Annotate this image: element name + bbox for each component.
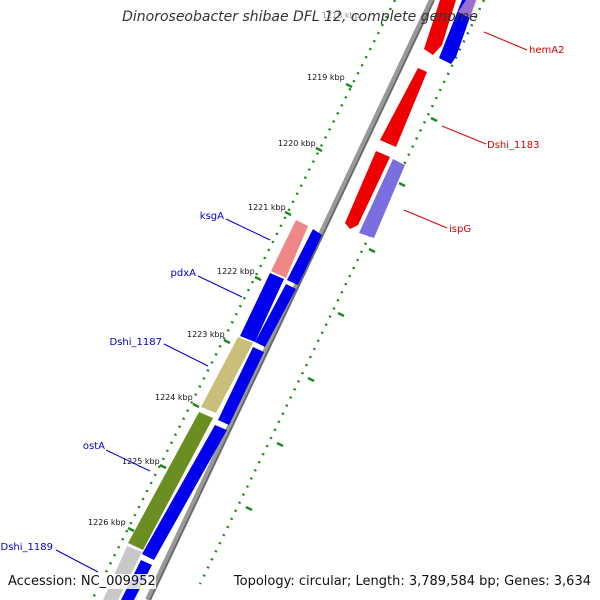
gene-forward[interactable] [345,151,390,229]
gene-label-pdxA[interactable]: pdxA [171,268,197,279]
inner-tick-ring [90,0,397,600]
leader-line [55,549,99,573]
gene-Dshi_1183[interactable] [380,68,427,147]
gene-reverse[interactable] [142,425,227,560]
kbp-tick-label: 1226 kbp [88,518,126,527]
leader-line [403,209,448,229]
gene-ispG[interactable] [359,159,405,238]
gene-reverse[interactable] [287,229,322,285]
gene-label-ksgA[interactable]: ksgA [200,211,224,222]
leader-line [483,31,528,51]
kbp-tick-label: 1221 kbp [248,203,286,212]
gene-label-Dshi_1183[interactable]: Dshi_1183 [487,140,539,151]
map-title: Dinoroseobacter shibae DFL 12, complete … [122,9,478,25]
gene-pdxA[interactable] [240,273,284,342]
leader-line [225,218,271,241]
kbp-tick-label: 1225 kbp [122,457,160,466]
gene-Dshi_1187[interactable] [201,337,253,413]
topology-label: Topology: circular; Length: 3,789,584 bp… [233,574,591,589]
gene-label-Dshi_1187[interactable]: Dshi_1187 [110,337,162,348]
inner-major-ticks [127,82,353,533]
gene-ostA[interactable] [128,412,213,550]
kbp-tick-label: 1220 kbp [278,139,316,148]
kbp-tick-label: 1223 kbp [187,330,225,339]
kbp-tick-label: 1219 kbp [307,73,345,82]
leader-line [441,125,487,145]
leader-line [163,343,209,367]
leader-line [105,449,151,472]
gene-label-hemA2[interactable]: hemA2 [529,45,564,56]
gene-label-Dshi_1189[interactable]: Dshi_1189 [1,542,53,553]
gene-hemA2[interactable] [424,0,456,55]
leader-line [197,275,243,298]
outer-major-ticks [245,116,438,512]
gene-label-ostA[interactable]: ostA [83,441,105,452]
kbp-tick-label: 1224 kbp [155,393,193,402]
kbp-tick-label: 1222 kbp [217,267,255,276]
gene-reverse[interactable] [255,284,296,347]
outer-tick-ring [198,0,486,585]
gene-reverse[interactable] [218,347,264,425]
gene-label-ispG[interactable]: ispG [449,224,471,235]
gene-ksgA[interactable] [271,220,308,278]
accession-label: Accession: NC_009952 [8,574,156,589]
kbp-tick-label: 1218 kbp [322,11,360,20]
